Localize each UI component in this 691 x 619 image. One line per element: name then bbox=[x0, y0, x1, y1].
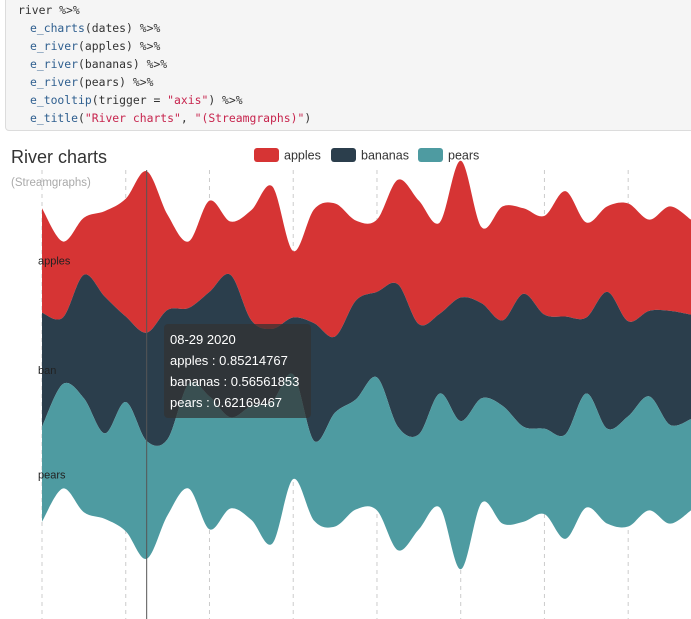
stream-layers[interactable] bbox=[42, 160, 691, 570]
chart-title: River charts bbox=[11, 147, 107, 167]
tooltip-row-pears: pears : 0.62169467 bbox=[170, 395, 283, 410]
code-line: river %>% bbox=[18, 1, 691, 19]
legend-swatch bbox=[331, 148, 356, 162]
legend-label: apples bbox=[284, 149, 321, 163]
series-label-bananas: ban bbox=[38, 365, 56, 377]
legend-item-pears[interactable]: pears bbox=[418, 148, 479, 163]
stream-pears[interactable] bbox=[42, 373, 691, 570]
stream-bananas[interactable] bbox=[42, 273, 691, 446]
legend-swatch bbox=[254, 148, 279, 162]
code-token: (apples) %>% bbox=[78, 39, 161, 53]
tooltip-row-apples: apples : 0.85214767 bbox=[170, 353, 288, 368]
tooltip: 08-29 2020 apples : 0.85214767 bananas :… bbox=[164, 324, 311, 418]
code-line: e_river(pears) %>% bbox=[18, 73, 691, 91]
code-line: e_charts(dates) %>% bbox=[18, 19, 691, 37]
series-label-pears: pears bbox=[38, 469, 66, 481]
legend-label: pears bbox=[448, 149, 479, 163]
code-token: e_charts bbox=[30, 21, 85, 35]
chart-subtitle: (Streamgraphs) bbox=[11, 177, 91, 189]
series-labels: apples ban pears bbox=[38, 256, 71, 482]
tooltip-date: 08-29 2020 bbox=[170, 332, 236, 347]
code-token: ) %>% bbox=[208, 93, 243, 107]
code-token: "axis" bbox=[167, 93, 209, 107]
code-token: "River charts" bbox=[84, 111, 181, 125]
code-token: e_river bbox=[30, 75, 79, 89]
code-token: (dates) %>% bbox=[84, 21, 161, 35]
code-token: e_river bbox=[30, 39, 79, 53]
code-token: (trigger = bbox=[91, 93, 168, 107]
code-line: e_river(bananas) %>% bbox=[18, 55, 691, 73]
code-token: e_river bbox=[30, 57, 79, 71]
legend-label: bananas bbox=[361, 149, 409, 163]
code-listing: river %>% e_charts(dates) %>% e_river(appl… bbox=[18, 1, 691, 127]
legend-item-bananas[interactable]: bananas bbox=[331, 148, 409, 163]
series-label-apples: apples bbox=[38, 256, 71, 268]
code-token: ( bbox=[78, 111, 85, 125]
river-chart: River charts (Streamgraphs) apples banana… bbox=[11, 147, 691, 619]
code-token: ) bbox=[304, 111, 312, 125]
code-token: (bananas) %>% bbox=[78, 57, 168, 71]
code-token: river %>% bbox=[18, 3, 80, 17]
code-line: e_river(apples) %>% bbox=[18, 37, 691, 55]
code-block: river %>% e_charts(dates) %>% e_river(appl… bbox=[5, 0, 691, 131]
code-token: e_tooltip bbox=[30, 93, 92, 107]
tooltip-row-bananas: bananas : 0.56561853 bbox=[170, 374, 300, 389]
code-token: e_title bbox=[30, 111, 79, 125]
code-token: (pears) %>% bbox=[78, 75, 154, 89]
legend[interactable]: apples bananas pears bbox=[254, 148, 479, 163]
legend-swatch bbox=[418, 148, 443, 162]
code-line: e_tooltip(trigger = "axis") %>% bbox=[18, 91, 691, 109]
code-token: , bbox=[180, 111, 195, 125]
legend-item-apples[interactable]: apples bbox=[254, 148, 321, 163]
stream-apples[interactable] bbox=[42, 160, 691, 338]
code-token: "(Streamgraphs)" bbox=[194, 111, 305, 125]
code-line: e_title("River charts", "(Streamgraphs)"… bbox=[18, 109, 691, 127]
